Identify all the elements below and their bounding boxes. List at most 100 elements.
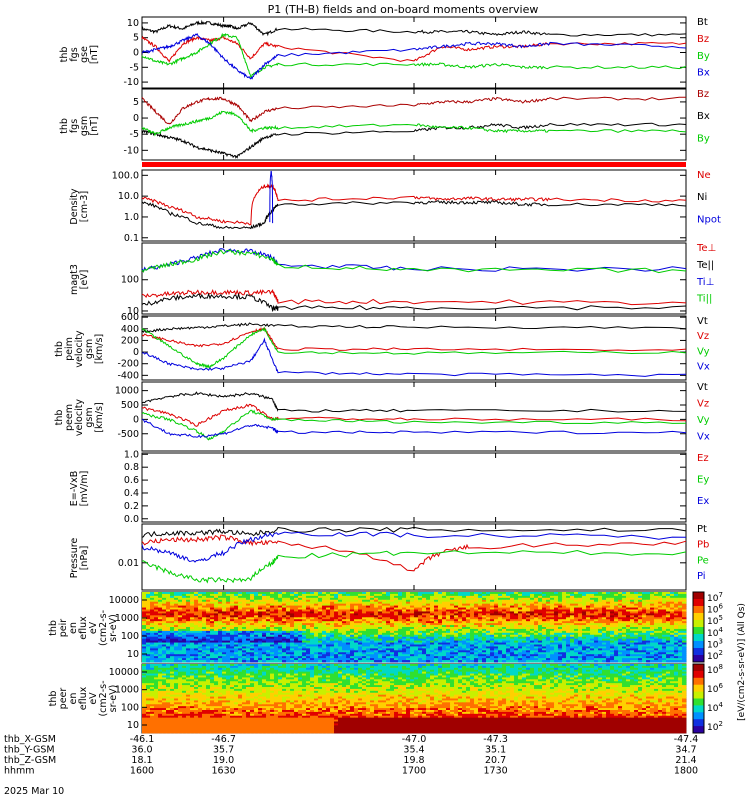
spectrogram-cell xyxy=(394,601,399,605)
spectrogram-cell xyxy=(190,656,195,659)
spectrogram-cell xyxy=(366,634,371,638)
spectrogram-cell xyxy=(398,607,403,610)
spectrogram-cell xyxy=(262,628,267,632)
spectrogram-cell xyxy=(222,621,227,624)
spectrogram-cell xyxy=(662,652,667,655)
spectrogram-cell xyxy=(294,628,299,632)
spectrogram-cell xyxy=(510,609,515,612)
spectrogram-cell xyxy=(274,650,279,653)
spectrogram-cell xyxy=(270,632,275,636)
spectrogram-cell xyxy=(610,609,615,612)
spectrogram-cell xyxy=(402,646,407,649)
spectrogram-cell xyxy=(390,611,395,614)
spectrogram-cell xyxy=(622,609,627,612)
spectrogram-cell xyxy=(650,640,655,643)
spectrogram-cell xyxy=(318,638,323,642)
spectrogram-cell xyxy=(678,642,683,645)
spectrogram-cell xyxy=(470,621,475,624)
spectrogram-cell xyxy=(258,648,263,651)
spectrogram-cell xyxy=(226,625,231,628)
spectrogram-cell xyxy=(434,605,439,608)
spectrogram-cell xyxy=(658,593,663,597)
spectrogram-cell xyxy=(302,628,307,632)
spectrogram-cell xyxy=(366,617,371,620)
spectrogram-cell xyxy=(658,646,663,649)
spectrogram-cell xyxy=(306,625,311,628)
spectrogram-cell xyxy=(362,593,367,597)
spectrogram-cell xyxy=(558,638,563,642)
spectrogram-cell xyxy=(474,654,479,657)
spectrogram-cell xyxy=(490,627,495,630)
spectrogram-cell xyxy=(642,640,647,643)
y-axis-label: peem xyxy=(64,404,75,431)
spectrogram-cell xyxy=(278,609,283,612)
spectrogram-cell xyxy=(530,595,535,599)
spectrogram-cell xyxy=(630,638,635,642)
spectrogram-cell xyxy=(398,609,403,612)
spectrogram-cell xyxy=(538,628,543,632)
spectrogram-cell xyxy=(414,644,419,647)
spectrogram-cell xyxy=(626,640,631,643)
spectrogram-cell xyxy=(394,605,399,608)
spectrogram-cell xyxy=(382,628,387,632)
spectrogram-cell xyxy=(234,640,239,643)
spectrogram-cell xyxy=(338,603,343,607)
spectrogram-cell xyxy=(150,592,155,595)
spectrogram-cell xyxy=(522,592,527,595)
spectrogram-cell xyxy=(650,656,655,659)
spectrogram-cell xyxy=(182,636,187,640)
spectrogram-cell xyxy=(246,640,251,643)
spectrogram-cell xyxy=(626,593,631,597)
spectrogram-cell xyxy=(642,619,647,622)
spectrogram-cell xyxy=(238,625,243,628)
spectrogram-cell xyxy=(526,617,531,620)
spectrogram-cell xyxy=(146,611,151,614)
spectrogram-cell xyxy=(606,654,611,657)
spectrogram-cell xyxy=(270,613,275,616)
spectrogram-cell xyxy=(434,636,439,640)
spectrogram-cell xyxy=(602,592,607,595)
spectrogram-cell xyxy=(642,628,647,632)
spectrogram-cell xyxy=(410,599,415,603)
spectrogram-cell xyxy=(614,640,619,643)
spectrogram-cell xyxy=(222,627,227,630)
spectrogram-cell xyxy=(642,621,647,624)
spectrogram-cell xyxy=(586,609,591,612)
spectrogram-cell xyxy=(202,593,207,597)
spectrogram-cell xyxy=(558,597,563,601)
spectrogram-cell xyxy=(406,628,411,632)
spectrogram-cell xyxy=(470,599,475,603)
spectrogram-cell xyxy=(602,599,607,603)
spectrogram-cell xyxy=(678,656,683,659)
spectrogram-cell xyxy=(662,611,667,614)
spectrogram-cell xyxy=(514,605,519,608)
spectrogram-cell xyxy=(438,615,443,618)
spectrogram-cell xyxy=(402,654,407,657)
spectrogram-cell xyxy=(338,599,343,603)
legend-label: Vx xyxy=(697,362,710,373)
spectrogram-cell xyxy=(374,634,379,638)
spectrogram-cell xyxy=(546,597,551,601)
spectrogram-cell xyxy=(666,595,671,599)
spectrogram-cell xyxy=(286,658,291,661)
spectrogram-cell xyxy=(198,623,203,626)
spectrogram-cell xyxy=(230,634,235,638)
spectrogram-cell xyxy=(146,646,151,649)
spectrogram-cell xyxy=(302,656,307,659)
spectrogram-cell xyxy=(598,636,603,640)
spectrogram-cell xyxy=(510,607,515,610)
spectrogram-cell xyxy=(670,603,675,607)
spectrogram-cell xyxy=(246,648,251,651)
spectrogram-cell xyxy=(306,592,311,595)
spectrogram-cell xyxy=(206,621,211,624)
spectrogram-cell xyxy=(354,593,359,597)
spectrogram-cell xyxy=(510,619,515,622)
spectrogram-cell xyxy=(606,625,611,628)
spectrogram-cell xyxy=(498,650,503,653)
spectrogram-cell xyxy=(478,638,483,642)
spectrogram-cell xyxy=(566,599,571,603)
spectrogram-cell xyxy=(518,605,523,608)
spectrogram-cell xyxy=(162,597,167,601)
spectrogram-cell xyxy=(606,617,611,620)
y-axis-label: gsm xyxy=(79,116,90,136)
